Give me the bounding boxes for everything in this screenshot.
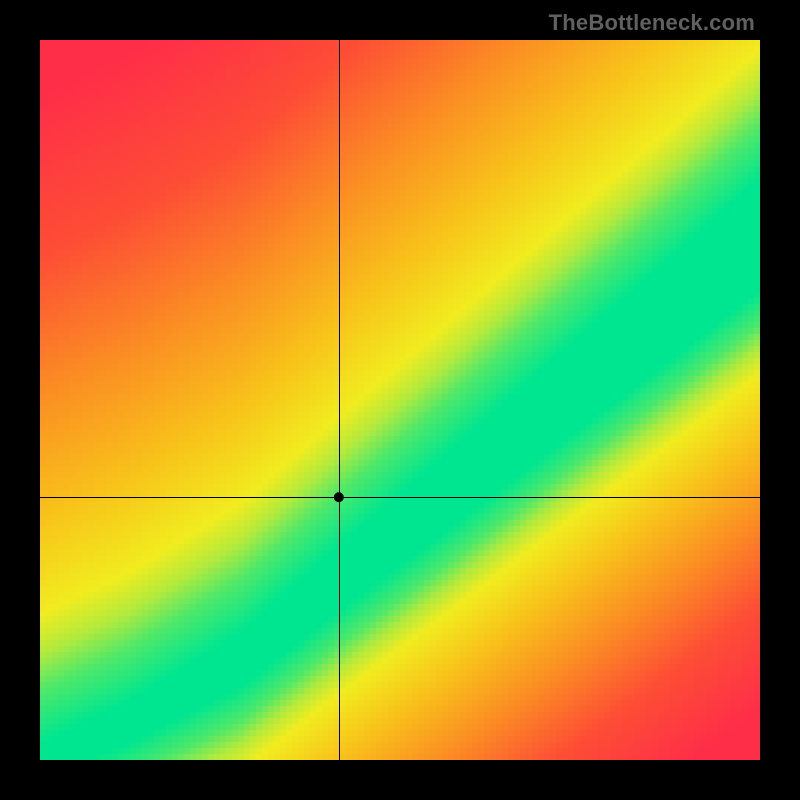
heatmap-canvas <box>40 40 760 760</box>
chart-area <box>40 40 760 760</box>
chart-container: TheBottleneck.com <box>0 0 800 800</box>
watermark-text: TheBottleneck.com <box>549 10 755 36</box>
